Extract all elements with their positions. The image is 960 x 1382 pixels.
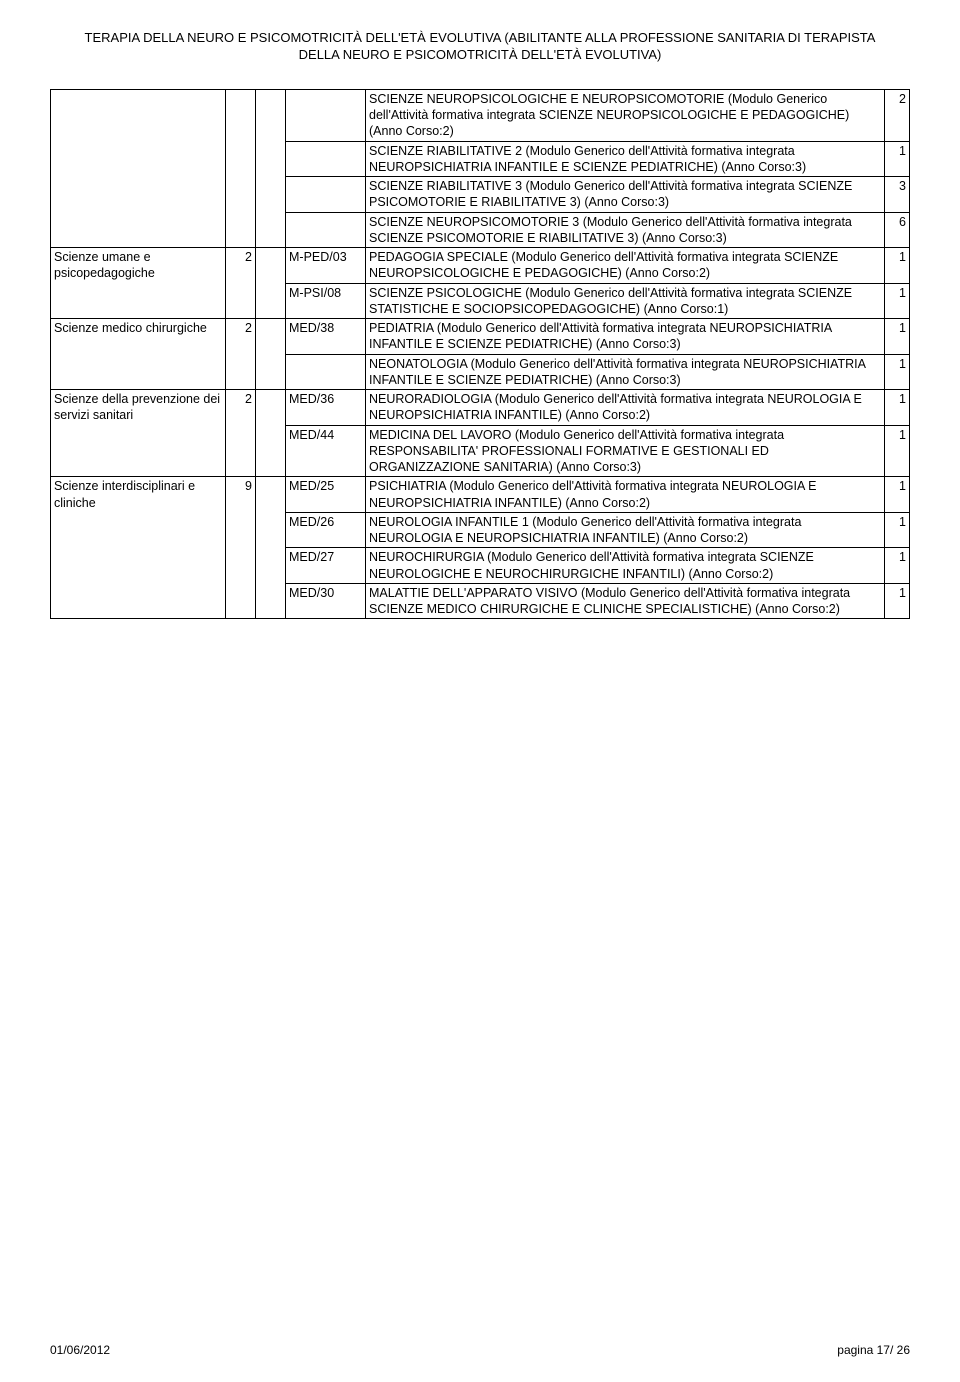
course-credits: 1 [885, 477, 910, 513]
table-row: Scienze interdisciplinari e cliniche9MED… [51, 477, 910, 513]
course-credits: 6 [885, 212, 910, 248]
course-credits: 1 [885, 548, 910, 584]
course-code [286, 212, 366, 248]
header-line-1: TERAPIA DELLA NEURO E PSICOMOTRICITÀ DEL… [85, 30, 876, 45]
course-code: MED/38 [286, 319, 366, 355]
course-code: M-PSI/08 [286, 283, 366, 319]
course-description: SCIENZE RIABILITATIVE 3 (Modulo Generico… [366, 177, 885, 213]
group-empty [256, 477, 286, 619]
course-description: SCIENZE NEUROPSICOMOTORIE 3 (Modulo Gene… [366, 212, 885, 248]
group-label: Scienze umane e psicopedagogiche [51, 248, 226, 319]
table-row: Scienze della prevenzione dei servizi sa… [51, 390, 910, 426]
course-credits: 1 [885, 283, 910, 319]
group-credits: 2 [226, 390, 256, 477]
course-code: MED/44 [286, 425, 366, 477]
group-label [51, 89, 226, 247]
course-credits: 1 [885, 583, 910, 619]
course-credits: 1 [885, 248, 910, 284]
group-label: Scienze della prevenzione dei servizi sa… [51, 390, 226, 477]
page: TERAPIA DELLA NEURO E PSICOMOTRICITÀ DEL… [0, 0, 960, 1382]
course-description: NEONATOLOGIA (Modulo Generico dell'Attiv… [366, 354, 885, 390]
course-code: MED/30 [286, 583, 366, 619]
course-description: PEDIATRIA (Modulo Generico dell'Attività… [366, 319, 885, 355]
group-credits: 2 [226, 319, 256, 390]
group-label: Scienze interdisciplinari e cliniche [51, 477, 226, 619]
course-description: NEUROLOGIA INFANTILE 1 (Modulo Generico … [366, 512, 885, 548]
course-credits: 3 [885, 177, 910, 213]
header-line-2: DELLA NEURO E PSICOMOTRICITÀ DELL'ETÀ EV… [299, 47, 662, 62]
group-credits: 9 [226, 477, 256, 619]
page-footer: 01/06/2012 pagina 17/ 26 [50, 1343, 910, 1357]
page-header: TERAPIA DELLA NEURO E PSICOMOTRICITÀ DEL… [50, 30, 910, 64]
table-row: SCIENZE NEUROPSICOLOGICHE E NEUROPSICOMO… [51, 89, 910, 141]
course-credits: 1 [885, 141, 910, 177]
course-code: MED/25 [286, 477, 366, 513]
course-credits: 1 [885, 512, 910, 548]
course-description: SCIENZE NEUROPSICOLOGICHE E NEUROPSICOMO… [366, 89, 885, 141]
course-code [286, 89, 366, 141]
group-credits [226, 89, 256, 247]
course-description: SCIENZE RIABILITATIVE 2 (Modulo Generico… [366, 141, 885, 177]
group-empty [256, 319, 286, 390]
group-empty [256, 248, 286, 319]
course-table: SCIENZE NEUROPSICOLOGICHE E NEUROPSICOMO… [50, 89, 910, 620]
course-credits: 1 [885, 390, 910, 426]
course-code [286, 177, 366, 213]
course-code: MED/26 [286, 512, 366, 548]
table-row: Scienze umane e psicopedagogiche2M-PED/0… [51, 248, 910, 284]
course-credits: 1 [885, 354, 910, 390]
course-code: M-PED/03 [286, 248, 366, 284]
footer-date: 01/06/2012 [50, 1343, 110, 1357]
footer-page: pagina 17/ 26 [837, 1343, 910, 1357]
course-description: MALATTIE DELL'APPARATO VISIVO (Modulo Ge… [366, 583, 885, 619]
course-code [286, 354, 366, 390]
course-description: PSICHIATRIA (Modulo Generico dell'Attivi… [366, 477, 885, 513]
group-empty [256, 390, 286, 477]
course-description: NEUROCHIRURGIA (Modulo Generico dell'Att… [366, 548, 885, 584]
table-row: Scienze medico chirurgiche2MED/38PEDIATR… [51, 319, 910, 355]
course-code: MED/36 [286, 390, 366, 426]
course-credits: 1 [885, 425, 910, 477]
course-description: MEDICINA DEL LAVORO (Modulo Generico del… [366, 425, 885, 477]
course-credits: 1 [885, 319, 910, 355]
group-label: Scienze medico chirurgiche [51, 319, 226, 390]
course-code [286, 141, 366, 177]
course-code: MED/27 [286, 548, 366, 584]
group-empty [256, 89, 286, 247]
course-description: NEURORADIOLOGIA (Modulo Generico dell'At… [366, 390, 885, 426]
course-credits: 2 [885, 89, 910, 141]
course-description: PEDAGOGIA SPECIALE (Modulo Generico dell… [366, 248, 885, 284]
course-description: SCIENZE PSICOLOGICHE (Modulo Generico de… [366, 283, 885, 319]
group-credits: 2 [226, 248, 256, 319]
